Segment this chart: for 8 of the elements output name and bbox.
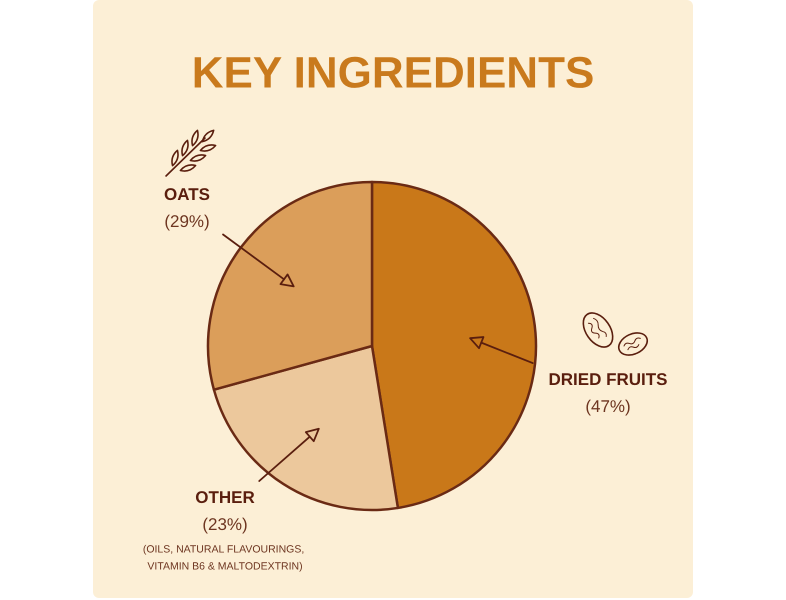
- slice-label: OATS: [164, 185, 210, 204]
- data-label: (29%): [164, 212, 210, 231]
- slice-label: DRIED FRUITS: [548, 370, 668, 389]
- data-label: (47%): [585, 397, 631, 416]
- slice-label: OTHER: [195, 488, 255, 507]
- text: (OILS, NATURAL FLAVOURINGS, VITAMIN B6 & MALTODEXTRIN): [142, 544, 308, 572]
- data-label: (23%): [202, 515, 248, 534]
- chart-title: KEY INGREDIENTS: [192, 48, 594, 98]
